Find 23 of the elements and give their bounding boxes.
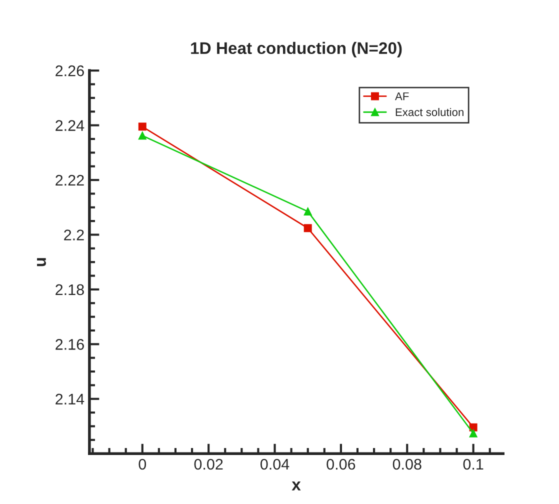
point [138, 132, 146, 140]
x-tick-label: 0 [138, 458, 146, 470]
point [304, 207, 312, 216]
x-tick-label: 0.06 [326, 458, 356, 470]
x-tick-label: 0.08 [392, 458, 422, 470]
chart-title: 1D Heat conduction (N=20) [191, 42, 402, 58]
y-tick-label: 2.16 [56, 339, 84, 350]
x-axis-title: x [292, 482, 301, 490]
x-tick-label: 0.1 [463, 458, 484, 470]
y-tick-label: 2.26 [56, 65, 84, 76]
legend-label: Exact solution [396, 108, 464, 116]
legend-label: AF [394, 92, 409, 100]
y-tick-label: 2.22 [56, 174, 84, 186]
point [138, 122, 146, 131]
point [469, 429, 478, 438]
y-tick-label: 2.2 [64, 230, 84, 240]
y-tick-label: 2.14 [56, 394, 84, 404]
x-tick-label: 0.04 [260, 458, 290, 470]
point [304, 224, 312, 232]
x-tick-label: 0.02 [194, 458, 223, 470]
y-tick-label: 2.18 [56, 284, 84, 296]
y-axis-title: u [37, 258, 46, 266]
y-tick-label: 2.24 [56, 120, 84, 131]
